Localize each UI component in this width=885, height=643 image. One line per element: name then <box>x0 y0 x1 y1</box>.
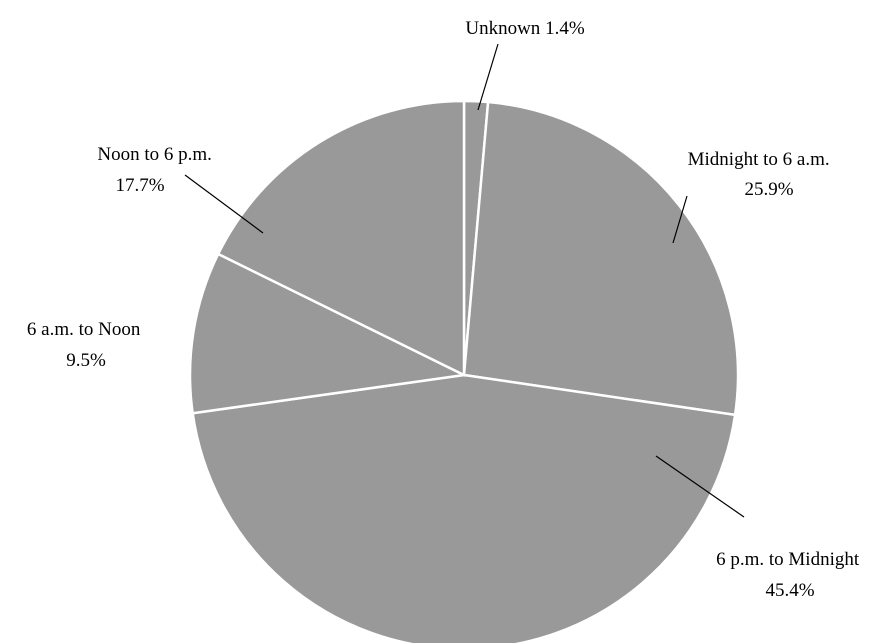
pie-slices <box>188 99 740 643</box>
pie-slice-midnight-to-6am <box>462 100 740 417</box>
label-unknown-name: Unknown <box>465 18 540 39</box>
label-6am-to-noon: 6 a.m. to Noon 9.5% <box>27 319 145 371</box>
label-midnight-to-6am-value: 25.9% <box>744 179 793 200</box>
pie-slice-6am-to-noon <box>188 252 469 415</box>
label-midnight-to-6am-name: Midnight to 6 a.m. <box>688 149 830 170</box>
label-6am-to-noon-value: 9.5% <box>66 350 106 371</box>
label-unknown: Unknown 1.4% <box>465 18 584 39</box>
leader-line-6pm-to-midnight <box>655 455 745 518</box>
label-noon-to-6pm-name: Noon to 6 p.m. <box>97 144 212 165</box>
label-midnight-to-6am: Midnight to 6 a.m. 25.9% <box>688 149 835 200</box>
label-6pm-to-midnight-value: 45.4% <box>765 580 814 601</box>
leader-lines <box>184 43 745 518</box>
label-6pm-to-midnight: 6 p.m. to Midnight 45.4% <box>716 549 864 601</box>
pie-slice-6pm-to-midnight <box>191 373 737 643</box>
label-noon-to-6pm: Noon to 6 p.m. 17.7% <box>97 144 216 196</box>
leader-line-unknown <box>477 43 499 111</box>
pie-slice-noon-to-6pm <box>216 99 466 378</box>
label-6pm-to-midnight-name: 6 p.m. to Midnight <box>716 549 860 570</box>
leader-line-noon-to-6pm <box>184 174 264 234</box>
label-noon-to-6pm-value: 17.7% <box>115 175 164 196</box>
label-6am-to-noon-name: 6 a.m. to Noon <box>27 319 141 340</box>
leader-line-midnight-to-6am <box>672 195 688 244</box>
label-unknown-value: 1.4% <box>545 18 585 39</box>
